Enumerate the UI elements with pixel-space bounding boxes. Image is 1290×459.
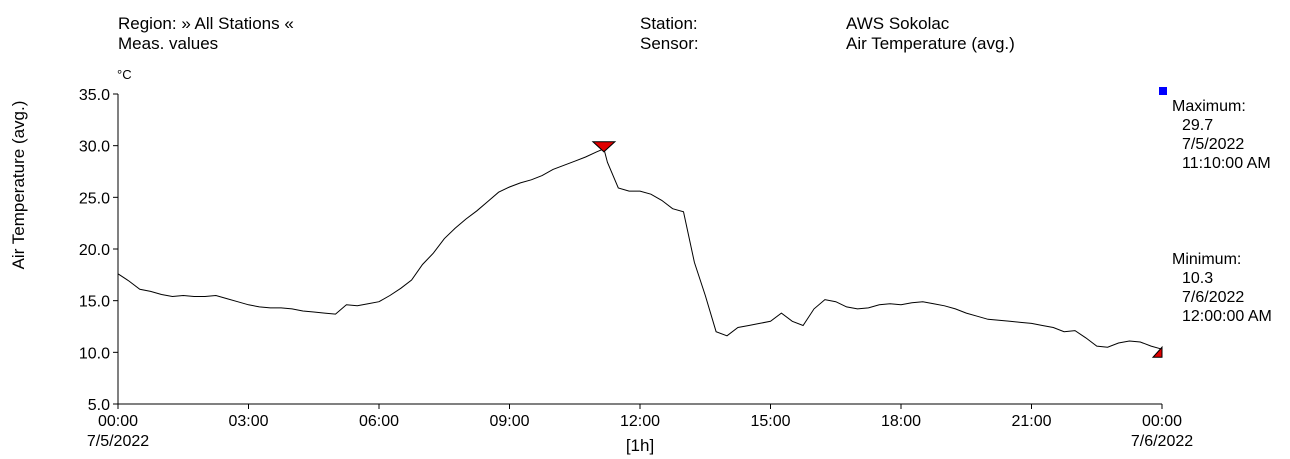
y-tick-label: 30.0 (79, 139, 110, 156)
x-tick-label: 21:00 (1011, 413, 1051, 430)
maximum-panel: Maximum: 29.7 7/5/2022 11:10:00 AM (1172, 97, 1271, 173)
sensor-value: Air Temperature (avg.) (846, 34, 1015, 53)
x-tick-label: 03:00 (228, 413, 268, 430)
x-tick-label: 06:00 (359, 413, 399, 430)
values-type-label: Meas. values (118, 34, 219, 53)
maximum-date: 7/5/2022 (1182, 136, 1245, 153)
maximum-value: 29.7 (1182, 117, 1214, 134)
minimum-panel: Minimum: 10.3 7/6/2022 12:00:00 AM (1172, 250, 1272, 326)
y-axis-title: Air Temperature (avg.) (9, 101, 28, 270)
temperature-series-line (117, 148, 1163, 350)
x-tick-label: 12:00 (620, 413, 660, 430)
y-tick-label: 10.0 (79, 345, 110, 362)
region-label: Region: » All Stations « (118, 14, 294, 33)
y-tick-label: 20.0 (79, 242, 110, 259)
minimum-time: 12:00:00 AM (1182, 308, 1272, 325)
minimum-value: 10.3 (1182, 270, 1214, 287)
x-tick-label: 18:00 (881, 413, 921, 430)
maximum-marker (591, 141, 617, 153)
x-date-label-start: 7/5/2022 (87, 433, 149, 450)
y-tick-label: 35.0 (79, 87, 110, 104)
x-interval-label: [1h] (626, 436, 654, 455)
axes: 35.030.025.020.015.010.05.000:00 03:00 06:… (79, 87, 1193, 450)
x-date-label-end: 7/6/2022 (1131, 433, 1193, 450)
sensor-label: Sensor: (640, 34, 699, 53)
y-unit-label: °C (117, 67, 132, 82)
plot-area (117, 141, 1163, 358)
station-value: AWS Sokolac (846, 14, 950, 33)
station-label: Station: (640, 14, 698, 33)
x-tick-label: 09:00 (489, 413, 529, 430)
x-tick-label: 00:00 (1142, 413, 1182, 430)
minimum-label: Minimum: (1172, 251, 1242, 268)
max-legend-marker (1159, 87, 1167, 95)
minimum-marker (1151, 345, 1163, 358)
maximum-label: Maximum: (1172, 98, 1246, 115)
y-tick-label: 25.0 (79, 190, 110, 207)
y-tick-label: 15.0 (79, 294, 110, 311)
maximum-time: 11:10:00 AM (1182, 155, 1271, 172)
minimum-date: 7/6/2022 (1182, 289, 1245, 306)
x-tick-label: 15:00 (750, 413, 790, 430)
x-tick-label: 00:00 (98, 413, 138, 430)
y-tick-label: 5.0 (88, 397, 110, 414)
